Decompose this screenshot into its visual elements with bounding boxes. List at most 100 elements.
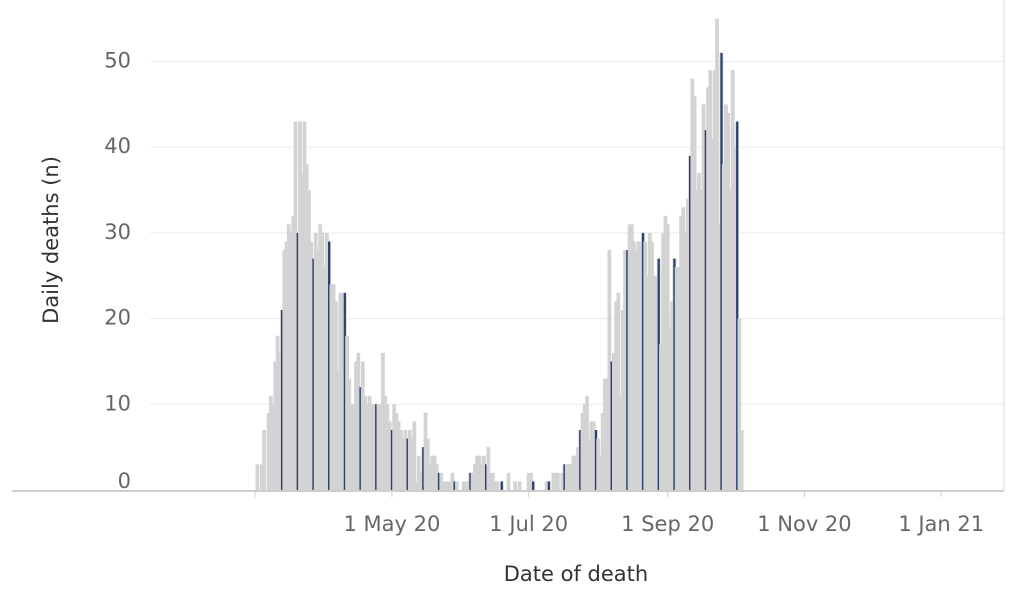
bar-weekly-marker xyxy=(359,387,362,490)
bar-daily-deaths xyxy=(737,318,742,490)
x-tick-label: 1 May 20 xyxy=(343,512,440,536)
bar-daily-deaths xyxy=(284,241,289,490)
y-tick-label: 50 xyxy=(104,49,131,73)
bar-daily-deaths xyxy=(728,190,733,491)
bar-daily-deaths xyxy=(674,267,679,490)
bar-weekly-marker xyxy=(704,130,707,490)
bar-daily-deaths xyxy=(347,378,352,490)
bar-daily-deaths xyxy=(486,447,491,490)
bar-daily-deaths xyxy=(694,190,699,491)
bar-daily-deaths xyxy=(434,464,439,490)
bar-daily-deaths xyxy=(439,472,444,490)
bar-weekly-marker xyxy=(296,232,299,490)
bar-daily-deaths xyxy=(412,421,417,490)
bar-daily-deaths xyxy=(701,104,706,490)
y-tick-label: 40 xyxy=(104,134,131,158)
bar-daily-deaths xyxy=(376,404,381,490)
bar-daily-deaths xyxy=(289,232,293,490)
bar-daily-deaths xyxy=(443,481,448,490)
bar-daily-deaths xyxy=(661,232,666,490)
bar-weekly-marker xyxy=(312,258,315,490)
bar-daily-deaths xyxy=(634,250,639,490)
bar-daily-deaths xyxy=(277,352,282,490)
bar-daily-deaths xyxy=(324,232,329,490)
x-tick-labels: 1 May 20 1 Jul 20 1 Sep 20 1 Nov 20 1 Jan 21 xyxy=(254,492,984,536)
bar-daily-deaths xyxy=(706,87,710,491)
bar-daily-deaths xyxy=(580,412,585,490)
bar-daily-deaths xyxy=(273,361,278,490)
bar-daily-deaths xyxy=(506,472,511,490)
bar-daily-deaths xyxy=(659,344,663,490)
bar-daily-deaths xyxy=(293,121,298,491)
bar-daily-deaths xyxy=(394,412,399,490)
bar-daily-deaths xyxy=(708,70,713,490)
bar-daily-deaths xyxy=(385,404,390,490)
bar-daily-deaths xyxy=(692,95,697,490)
bar-daily-deaths xyxy=(401,438,406,490)
bar-daily-deaths xyxy=(699,190,704,491)
bar-daily-deaths xyxy=(416,455,421,490)
bar-daily-deaths xyxy=(446,481,450,490)
bar-daily-deaths xyxy=(607,250,612,490)
bar-daily-deaths xyxy=(598,455,603,490)
bar-weekly-marker xyxy=(594,430,598,490)
bar-weekly-marker xyxy=(390,430,394,490)
bar-daily-deaths xyxy=(441,481,446,490)
bar-weekly-marker xyxy=(689,155,692,490)
bar-daily-deaths xyxy=(643,241,648,490)
bar-daily-deaths xyxy=(266,412,271,490)
bar-daily-deaths xyxy=(470,472,475,490)
bar-daily-deaths xyxy=(715,18,719,491)
bar-daily-deaths xyxy=(582,404,587,490)
bar-daily-deaths xyxy=(316,250,320,490)
bar-daily-deaths xyxy=(571,455,576,490)
bar-daily-deaths xyxy=(396,421,401,490)
bar-daily-deaths xyxy=(663,215,668,490)
x-tick-label: 1 Jul 20 xyxy=(489,512,568,536)
bar-weekly-marker xyxy=(280,310,284,490)
bar-daily-deaths xyxy=(647,232,652,490)
bar-daily-deaths xyxy=(620,310,625,490)
bar-daily-deaths xyxy=(378,404,383,490)
bar-daily-deaths xyxy=(526,472,531,490)
bar-daily-deaths xyxy=(576,447,580,490)
bar-daily-deaths xyxy=(475,455,480,490)
bar-daily-deaths xyxy=(670,301,675,490)
bar-daily-deaths xyxy=(544,481,549,490)
bar-daily-deaths xyxy=(481,455,486,490)
bar-daily-deaths xyxy=(329,284,334,490)
bar-daily-deaths xyxy=(681,207,686,490)
bar-daily-deaths xyxy=(349,404,354,490)
bar-daily-deaths xyxy=(318,224,323,490)
bar-daily-deaths xyxy=(495,481,500,490)
bar-daily-deaths xyxy=(448,481,453,490)
bar-daily-deaths xyxy=(300,172,305,490)
bar-daily-deaths xyxy=(432,455,437,490)
bar-daily-deaths xyxy=(425,438,430,490)
bars xyxy=(255,18,744,491)
bar-daily-deaths xyxy=(345,335,349,490)
bar-daily-deaths xyxy=(351,404,356,490)
bar-daily-deaths xyxy=(616,292,621,490)
bar-daily-deaths xyxy=(490,472,495,490)
bar-daily-deaths xyxy=(387,421,392,490)
bar-daily-deaths xyxy=(724,104,728,490)
bar-daily-deaths xyxy=(298,121,302,491)
bar-daily-deaths xyxy=(472,464,477,490)
bar-weekly-marker xyxy=(626,250,629,490)
bar-weekly-marker xyxy=(469,472,472,490)
bar-daily-deaths xyxy=(340,292,345,490)
bar-daily-deaths xyxy=(255,464,260,490)
bar-daily-deaths xyxy=(697,172,701,490)
bar-daily-deaths xyxy=(333,301,338,490)
bar-daily-deaths xyxy=(587,438,592,490)
bar-daily-deaths xyxy=(650,241,654,490)
bar-daily-deaths xyxy=(463,481,468,490)
bar-daily-deaths xyxy=(363,395,367,490)
bar-daily-deaths xyxy=(430,455,435,490)
bar-daily-deaths xyxy=(360,361,365,490)
bar-daily-deaths xyxy=(685,198,690,490)
bar-daily-deaths xyxy=(262,430,267,490)
bar-daily-deaths xyxy=(466,481,471,490)
